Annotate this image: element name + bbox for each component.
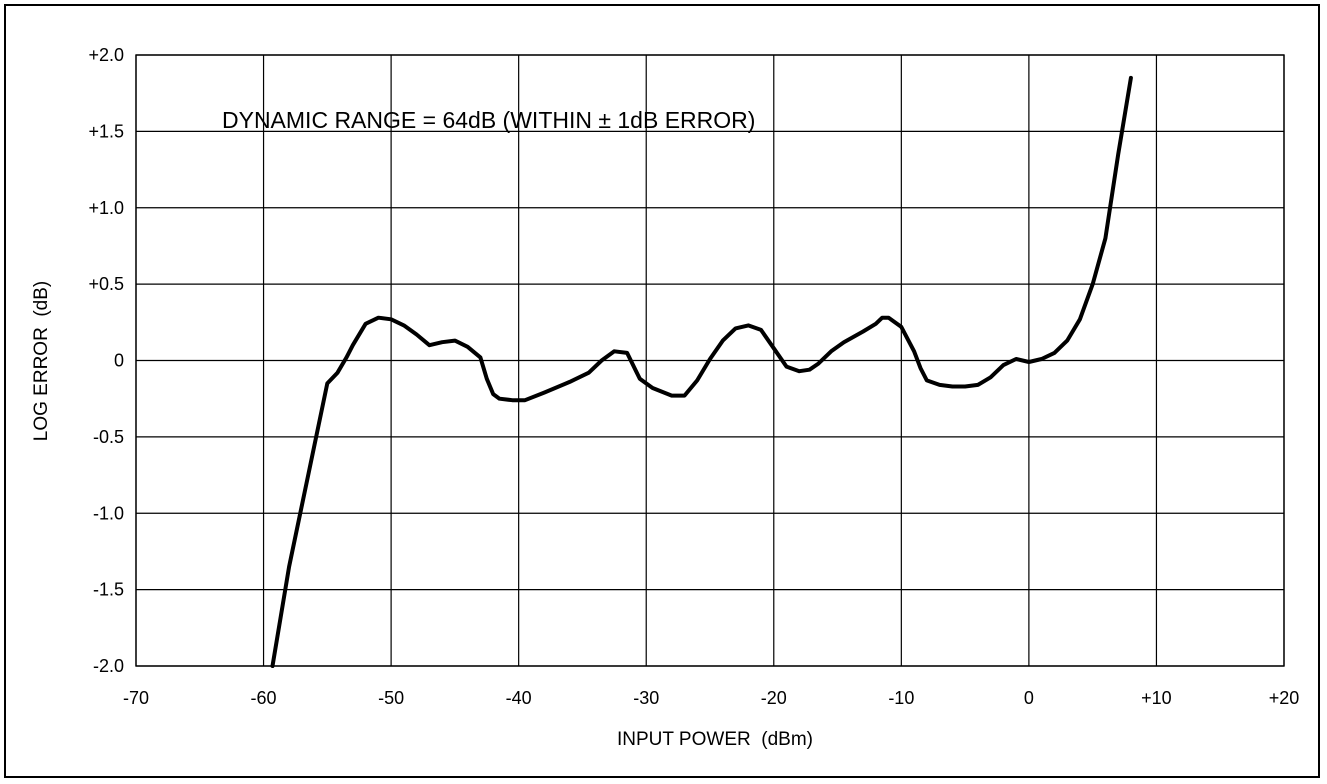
x-tick-label: +20 (1269, 688, 1300, 708)
dynamic-range-annotation: DYNAMIC RANGE = 64dB (WITHIN ± 1dB ERROR… (222, 107, 755, 133)
y-tick-label: -0.5 (93, 427, 124, 447)
x-tick-label: +10 (1141, 688, 1172, 708)
tick-labels: +2.0 +1.5 +1.0 +0.5 0 -0.5 -1.0 -1.5 -2.0 -70 -60 -… (88, 45, 1299, 708)
series-line-0 (270, 75, 1133, 668)
x-tick-label: -20 (761, 688, 787, 708)
series-group (270, 75, 1133, 668)
y-tick-label: +0.5 (88, 274, 124, 294)
y-tick-label: +1.0 (88, 198, 124, 218)
x-tick-label: -10 (888, 688, 914, 708)
x-tick-label: -50 (378, 688, 404, 708)
y-tick-label: -2.0 (93, 656, 124, 676)
y-tick-label: -1.5 (93, 580, 124, 600)
y-axis-label: LOG ERROR (dB) (31, 281, 52, 441)
x-axis-label: INPUT POWER (dBm) (617, 729, 813, 750)
y-tick-label: +1.5 (88, 121, 124, 141)
y-tick-label: 0 (114, 351, 124, 371)
x-tick-label: 0 (1024, 688, 1034, 708)
x-tick-label: -40 (506, 688, 532, 708)
y-tick-label: -1.0 (93, 503, 124, 523)
x-tick-label: -30 (633, 688, 659, 708)
y-tick-label: +2.0 (88, 45, 124, 65)
x-tick-label: -70 (123, 688, 149, 708)
x-tick-label: -60 (251, 688, 277, 708)
